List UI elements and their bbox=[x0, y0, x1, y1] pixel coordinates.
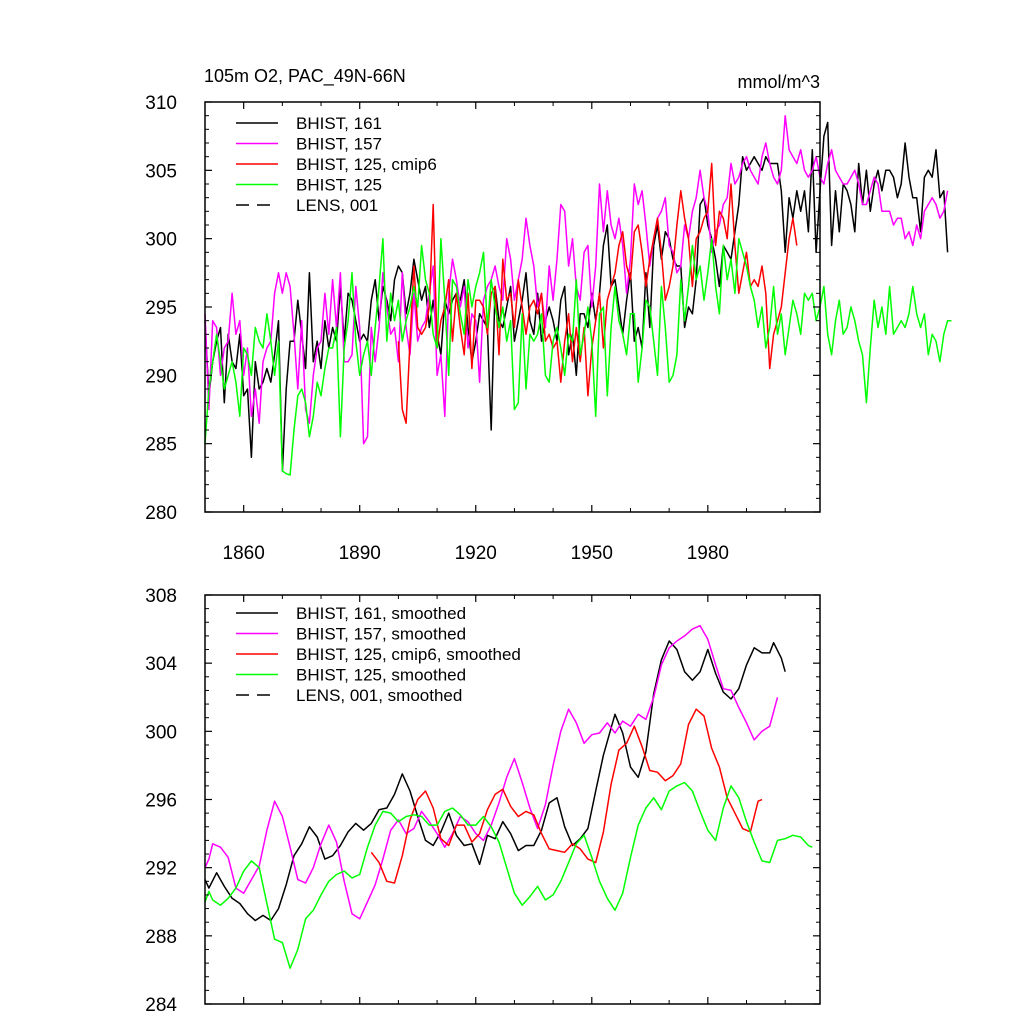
y-tick-label: 280 bbox=[145, 503, 177, 524]
series-line-bhist-161-smoothed bbox=[204, 640, 786, 922]
y-tick-label: 300 bbox=[145, 230, 177, 251]
series-layer bbox=[204, 114, 952, 476]
y-tick-label: 308 bbox=[145, 586, 177, 607]
x-tick-label: 1920 bbox=[455, 543, 497, 564]
legend-label: BHIST, 125 bbox=[296, 176, 382, 195]
y-tick-label: 305 bbox=[145, 161, 177, 182]
legend-label: LENS, 001, smoothed bbox=[296, 686, 462, 705]
axis-ticks: 284 288 292 296 300 304 308 bbox=[145, 586, 820, 1016]
panel-bottom: 284 288 292 296 300 304 308 BHIST, 161, smooth… bbox=[145, 586, 821, 1016]
legend-label: LENS, 001 bbox=[296, 196, 378, 215]
y-tick-label: 295 bbox=[145, 298, 177, 319]
y-tick-label: 296 bbox=[145, 791, 177, 812]
series-line-bhist-125-cmip6-smoothed bbox=[370, 708, 763, 884]
y-tick-label: 310 bbox=[145, 93, 177, 114]
x-tick-label: 1950 bbox=[571, 543, 613, 564]
legend: BHIST, 161, smoothed BHIST, 157, smoothed… bbox=[236, 604, 521, 705]
legend-label: BHIST, 161 bbox=[296, 114, 382, 133]
series-line-bhist-157-smoothed bbox=[204, 624, 779, 920]
y-tick-label: 284 bbox=[145, 995, 177, 1016]
chart-title: 105m O2, PAC_49N-66N bbox=[204, 66, 406, 87]
y-tick-label: 300 bbox=[145, 722, 177, 743]
y-tick-label: 288 bbox=[145, 927, 177, 948]
legend-label: BHIST, 157, smoothed bbox=[296, 625, 466, 644]
panel-top: 105m O2, PAC_49N-66N mmol/m^3 2802852902… bbox=[145, 66, 952, 564]
units-label: mmol/m^3 bbox=[738, 72, 820, 92]
series-layer bbox=[204, 624, 813, 969]
x-tick-label: 1860 bbox=[223, 543, 265, 564]
series-line-bhist-125 bbox=[204, 237, 952, 476]
legend-label: BHIST, 125, cmip6, smoothed bbox=[296, 645, 521, 664]
series-line-bhist-125-cmip6 bbox=[397, 162, 798, 424]
y-tick-label: 290 bbox=[145, 366, 177, 387]
y-tick-label: 292 bbox=[145, 859, 177, 880]
axis-ticks: 280 285 290 295 300 305 310 1860 1890 1920 1950 198… bbox=[145, 93, 820, 564]
y-tick-label: 304 bbox=[145, 654, 177, 675]
legend-label: BHIST, 125, cmip6 bbox=[296, 155, 437, 174]
series-line-bhist-125-smoothed bbox=[204, 781, 813, 969]
x-tick-label: 1980 bbox=[687, 543, 729, 564]
legend-label: BHIST, 125, smoothed bbox=[296, 666, 466, 685]
legend-label: BHIST, 161, smoothed bbox=[296, 604, 466, 623]
legend-label: BHIST, 157 bbox=[296, 135, 382, 154]
y-tick-label: 285 bbox=[145, 435, 177, 456]
x-tick-label: 1890 bbox=[339, 543, 381, 564]
